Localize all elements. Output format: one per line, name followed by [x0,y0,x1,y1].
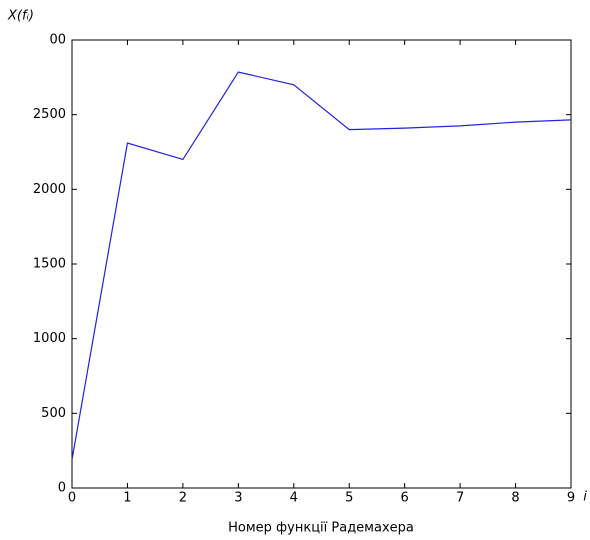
y-tick-label: 0 [58,481,66,496]
y-tick-label: 500 [41,406,66,421]
x-tick-label: 3 [234,491,242,506]
data-line [71,71,572,460]
y-tick-label: 1000 [33,331,66,346]
x-tick-label: 4 [290,491,298,506]
x-tick-label: 6 [401,491,409,506]
x-axis-label: Номер функції Радемахера [228,521,414,536]
x-tick-label: 8 [511,491,519,506]
x-tick-label: 7 [456,491,464,506]
x-tick-label: 2 [179,491,187,506]
x-tick-label: 9 [567,491,575,506]
x-tick-label: 5 [345,491,353,506]
x-tick-label: 1 [123,491,131,506]
y-tick-label: 00 [49,33,66,48]
y-tick-label: 1500 [33,257,66,272]
y-tick-label: 2000 [33,182,66,197]
x-variable-label: i [583,490,587,505]
y-tick-label: 2500 [33,107,66,122]
y-axis-label: X(fᵢ) [7,9,34,24]
x-tick-label: 0 [68,491,76,506]
